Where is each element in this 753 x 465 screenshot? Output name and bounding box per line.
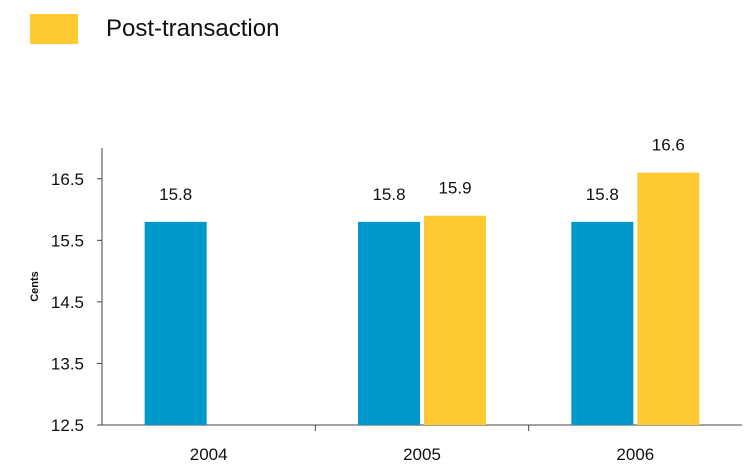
x-tick-label: 2006 [616, 445, 654, 464]
data-label: 15.8 [586, 185, 619, 204]
y-tick-label: 14.5 [51, 293, 84, 312]
y-tick-label: 15.5 [51, 231, 84, 250]
bar-post-transaction [424, 215, 486, 425]
x-tick-label: 2005 [403, 445, 441, 464]
legend-label-post-transaction: Post-transaction [106, 15, 280, 42]
legend: Post-transaction [30, 14, 279, 44]
bar-post-transaction [637, 172, 700, 425]
data-label: 15.9 [438, 179, 471, 198]
bar-base [144, 221, 207, 425]
legend-swatch-post-transaction [30, 14, 78, 44]
bar-base [571, 221, 634, 425]
data-label: 15.8 [372, 185, 405, 204]
data-label: 15.8 [159, 185, 192, 204]
data-label: 16.6 [652, 136, 685, 155]
x-tick-label: 2004 [190, 445, 228, 464]
bar-base [358, 221, 420, 425]
y-axis-title: Cents [29, 271, 41, 302]
y-tick-label: 16.5 [51, 170, 84, 189]
y-tick-label: 12.5 [51, 416, 84, 435]
y-tick-label: 13.5 [51, 354, 84, 373]
